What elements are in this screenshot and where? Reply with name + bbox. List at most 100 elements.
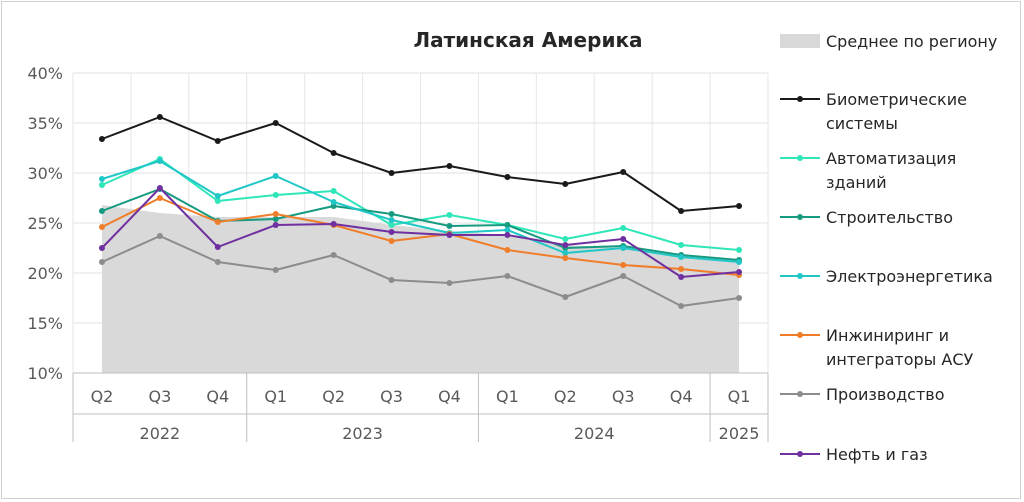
data-point [446,223,453,229]
y-tick-label: 20% [27,264,63,283]
legend-label: Производство [826,385,945,404]
legend-swatch-marker [797,391,803,397]
legend-label: Электроэнергетика [826,267,993,286]
data-point [214,259,221,265]
data-point [678,208,685,214]
data-point [562,236,569,242]
data-point [156,158,163,164]
x-tick-label: Q3 [380,387,403,406]
data-point [388,229,395,235]
data-point [214,193,221,199]
legend-swatch-marker [797,96,803,102]
data-point [214,219,221,225]
axes: 10% 15% 20% 25% 30% 35% 40% Q2 Q3 Q4 Q1 Q2 Q3 Q4 Q1 Q2 Q… [27,64,769,443]
y-tick-label: 40% [27,64,63,83]
data-point [620,262,627,268]
data-point [678,242,685,248]
data-point [330,188,337,194]
legend-label: Инжиниринг и [826,326,949,345]
legend-label: системы [826,114,898,133]
data-point [98,259,105,265]
data-point [620,273,627,279]
data-point [736,259,743,265]
series-line [101,187,740,278]
series-layer [98,114,743,309]
data-point [504,222,511,228]
data-point [156,185,163,191]
x-tick-label: Q3 [148,387,171,406]
data-point [678,274,685,280]
legend-label: Нефть и газ [826,445,928,464]
data-point [562,255,569,261]
data-point [446,212,453,218]
y-tick-label: 10% [27,364,63,383]
data-point [330,252,337,258]
data-point [330,199,337,205]
legend-label: Строительство [826,208,953,227]
data-point [736,269,743,275]
legend-label: Биометрические [826,90,967,109]
data-point [562,242,569,248]
legend-swatch-area [780,34,820,48]
x-tick-label: Q3 [612,387,635,406]
data-point [388,222,395,228]
data-point [272,216,279,222]
legend-label: интеграторы АСУ [826,350,973,369]
data-point [678,254,685,260]
data-point [98,182,105,188]
data-point [620,225,627,231]
data-point [678,303,685,309]
data-point [272,267,279,273]
legend-label: зданий [826,173,887,192]
series-Биометрические системы [98,114,743,214]
x-tick-label: Q2 [554,387,577,406]
data-point [446,280,453,286]
data-point [156,233,163,239]
data-point [620,236,627,242]
series-Нефть и газ [98,185,743,280]
data-point [388,238,395,244]
data-point [504,227,511,233]
average-area [101,205,740,373]
legend-swatch-marker [797,155,803,161]
data-point [736,203,743,209]
data-point [562,294,569,300]
data-point [446,232,453,238]
data-point [562,250,569,256]
legend-label: Автоматизация [826,149,956,168]
data-point [272,120,279,126]
y-tick-label: 15% [27,314,63,333]
y-tick-label: 35% [27,114,63,133]
x-tick-label: Q4 [670,387,693,406]
x-tick-label: Q2 [322,387,345,406]
data-point [272,222,279,228]
series-Производство [98,233,743,309]
data-point [504,273,511,279]
y-tick-label: 30% [27,164,63,183]
legend: Среднее по региону Биометрические системы А… [780,32,997,464]
data-point [98,176,105,182]
series-line [101,197,740,276]
data-point [214,138,221,144]
legend-swatch-marker [797,332,803,338]
data-point [736,247,743,253]
year-label: 2024 [574,424,615,443]
x-tick-label: Q1 [264,387,287,406]
data-point [736,295,743,301]
legend-swatch-marker [797,273,803,279]
y-tick-label: 25% [27,214,63,233]
data-point [272,211,279,217]
data-point [678,266,685,272]
x-tick-label: Q1 [496,387,519,406]
data-point [272,173,279,179]
series-line [101,160,740,263]
data-point [620,169,627,175]
data-point [620,245,627,251]
data-point [388,277,395,283]
data-point [504,174,511,180]
data-point [562,181,569,187]
legend-swatch-marker [797,451,803,457]
data-point [98,208,105,214]
